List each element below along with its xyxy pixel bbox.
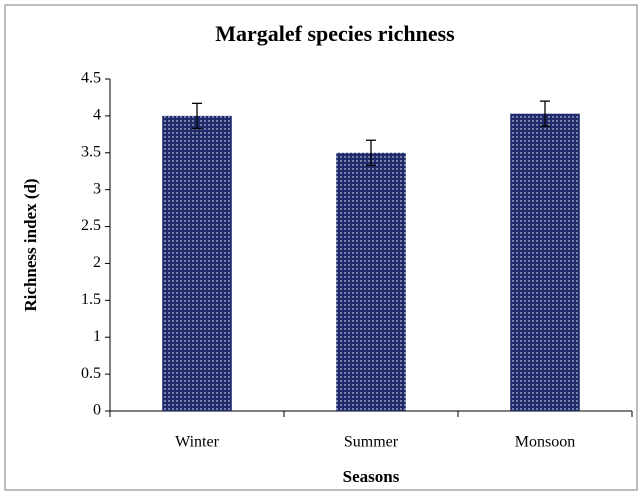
bar: [162, 115, 232, 411]
error-bar: [540, 100, 550, 127]
bar: [336, 152, 406, 411]
y-tick-label: 1: [93, 328, 101, 345]
x-tick-label: Winter: [175, 434, 219, 451]
y-tick-label: 4: [93, 107, 101, 124]
bar: [510, 113, 580, 412]
y-tick-label: 3: [93, 180, 101, 197]
error-bar: [192, 102, 202, 130]
y-tick-label: 4.5: [81, 70, 101, 87]
y-tick-label: 3.5: [81, 143, 101, 160]
chart-title: Margalef species richness: [215, 21, 455, 46]
x-axis-label: Seasons: [343, 467, 400, 486]
y-tick-label: 2.5: [81, 217, 101, 234]
x-tick-label: Summer: [344, 434, 399, 451]
error-bar: [366, 139, 376, 166]
x-tick-label: Monsoon: [515, 434, 575, 451]
y-tick-label: 0.5: [81, 365, 101, 382]
y-tick-label: 1.5: [81, 291, 101, 308]
y-tick-label: 0: [93, 402, 101, 419]
y-tick-label: 2: [93, 254, 101, 271]
y-axis-label: Richness index (d): [21, 178, 40, 311]
